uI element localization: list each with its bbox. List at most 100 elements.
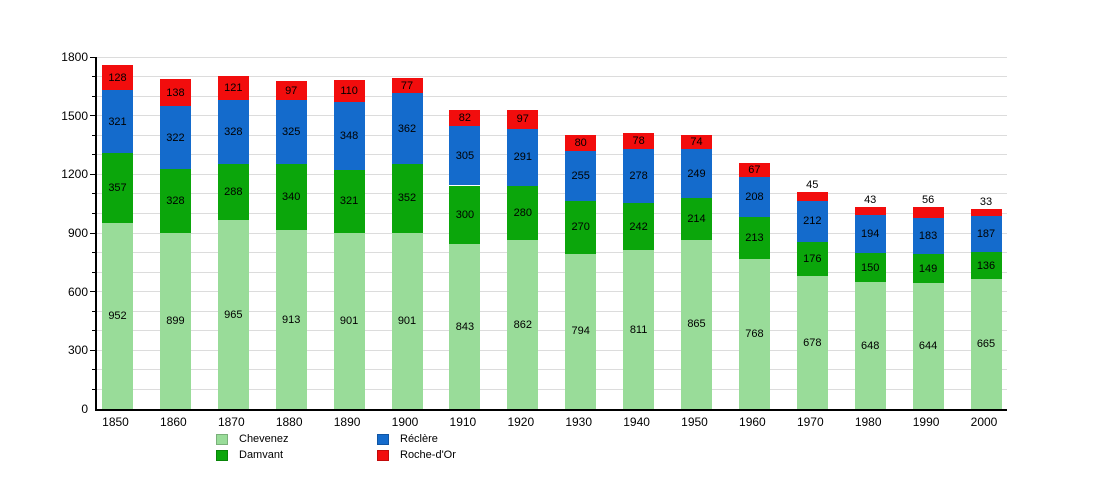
bar-segment-roche-d-or-1910: 82 [449, 109, 481, 126]
x-tick-label-1880: 1880 [275, 415, 303, 429]
value-label: 280 [513, 207, 532, 220]
y-axis-tick-800 [92, 252, 95, 254]
legend-column-2: Réclère Roche-d'Or [377, 431, 538, 463]
gridline-1800 [97, 56, 1007, 58]
value-label: 33 [979, 196, 993, 209]
value-label: 965 [224, 308, 243, 321]
y-tick-label-300: 300 [67, 343, 88, 358]
bar-segment-roche-d-or-1950: 74 [681, 134, 712, 150]
value-label: 899 [166, 315, 185, 328]
value-label: 77 [400, 79, 414, 92]
bar-segment-chevenez-2000: 665 [970, 278, 1002, 409]
value-label: 82 [458, 111, 472, 124]
x-tick-label-2000: 2000 [970, 415, 998, 429]
value-label: 348 [339, 130, 359, 142]
bar-segment-roche-d-or-1920: 97 [507, 109, 539, 129]
value-label: 865 [687, 318, 706, 331]
bar-segment-roche-d-or-1990: 56 [912, 194, 944, 219]
y-axis-tick-1400 [92, 134, 95, 136]
y-tick-label-0: 0 [81, 402, 88, 416]
value-label: 149 [918, 262, 938, 275]
value-label: 768 [745, 327, 764, 340]
bar-segment-r-cl-re-1880: 325 [275, 100, 307, 164]
x-tick-label-1870: 1870 [217, 415, 245, 429]
x-tick-label-1950: 1950 [681, 415, 708, 429]
bar-segment-damvant-1950: 214 [681, 198, 712, 240]
y-axis-tick-1500 [90, 115, 95, 117]
gridline-1700 [97, 76, 1007, 78]
x-tick-label-1900: 1900 [391, 415, 419, 429]
bar-segment-r-cl-re-1960: 208 [738, 176, 770, 218]
bar-segment-r-cl-re-1970: 212 [796, 200, 828, 242]
value-label: 213 [745, 232, 764, 244]
bar-segment-chevenez-1910: 843 [449, 244, 481, 409]
gridline-1600 [97, 95, 1007, 97]
value-label: 208 [745, 190, 764, 203]
y-axis-tick-1100 [92, 193, 95, 195]
bar-segment-chevenez-1980: 648 [854, 282, 886, 409]
gridline-200 [97, 369, 1007, 371]
value-label: 300 [455, 208, 475, 221]
bar-segment-r-cl-re-1850: 321 [102, 90, 133, 154]
gridline-1500 [97, 115, 1007, 117]
value-label: 843 [455, 320, 475, 333]
bar-segment-chevenez-1970: 678 [796, 276, 828, 409]
gridline-1300 [97, 154, 1007, 156]
gridline-100 [97, 388, 1007, 390]
value-label: 212 [803, 215, 822, 228]
y-tick-label-600: 600 [67, 284, 88, 299]
gridline-900 [97, 232, 1007, 234]
value-label: 278 [629, 169, 648, 182]
value-label: 187 [976, 228, 996, 241]
bar-segment-r-cl-re-1870: 328 [217, 99, 249, 164]
bar-segment-roche-d-or-1930: 80 [565, 135, 597, 152]
x-tick-label-1920: 1920 [507, 415, 535, 429]
x-tick-label-1860: 1860 [160, 415, 187, 429]
bar-segment-roche-d-or-1980: 43 [854, 194, 886, 216]
y-axis-tick-300 [90, 349, 95, 351]
legend-swatch-icon [216, 449, 228, 461]
y-axis-tick-1700 [92, 76, 95, 78]
bar-segment-r-cl-re-1920: 291 [507, 128, 539, 186]
value-label: 648 [861, 339, 880, 352]
bar-segment-damvant-1940: 242 [623, 203, 655, 251]
legend-swatch-icon [377, 433, 389, 445]
bar-segment-roche-d-or-1960: 67 [738, 163, 770, 177]
value-label: 328 [224, 125, 243, 138]
value-label: 291 [513, 151, 532, 164]
value-label: 255 [571, 170, 590, 182]
bar-segment-r-cl-re-1860: 322 [159, 106, 191, 170]
bar-segment-roche-d-or-1940: 78 [623, 133, 655, 149]
bar-segment-damvant-2000: 136 [970, 252, 1002, 279]
value-label: 56 [921, 194, 935, 207]
value-label: 80 [574, 137, 587, 150]
bar-segment-roche-d-or-2000: 33 [970, 196, 1002, 216]
bar-segment-roche-d-or-1880: 97 [275, 81, 307, 101]
value-label: 325 [282, 126, 301, 139]
bar-segment-chevenez-1850: 952 [102, 222, 133, 409]
bar-segment-damvant-1890: 321 [333, 170, 365, 233]
bar-segment-chevenez-1890: 901 [333, 232, 365, 409]
bar-segment-damvant-1970: 176 [796, 242, 828, 277]
value-label: 322 [166, 131, 185, 144]
y-tick-label-1800: 1800 [61, 50, 88, 64]
bar-segment-r-cl-re-2000: 187 [970, 215, 1002, 253]
y-axis-tick-700 [92, 271, 95, 273]
bar-segment-r-cl-re-1930: 255 [565, 151, 597, 201]
y-axis-tick-1300 [92, 154, 95, 156]
value-label: 862 [513, 318, 532, 331]
bar-segment-damvant-1980: 150 [854, 252, 886, 283]
value-label: 794 [571, 325, 590, 338]
bar-segment-damvant-1900: 352 [391, 163, 423, 233]
value-label: 952 [108, 309, 127, 322]
gridline-300 [97, 349, 1007, 351]
y-axis-tick-1000 [92, 212, 95, 214]
value-label: 74 [690, 136, 703, 149]
gridline-700 [97, 271, 1007, 273]
bar-segment-roche-d-or-1970: 45 [796, 179, 828, 201]
bar-segment-chevenez-1880: 913 [275, 230, 307, 409]
y-tick-label-900: 900 [67, 226, 88, 240]
value-label: 362 [397, 122, 417, 135]
gridline-1400 [97, 134, 1007, 136]
bar-segment-damvant-1930: 270 [565, 200, 597, 254]
